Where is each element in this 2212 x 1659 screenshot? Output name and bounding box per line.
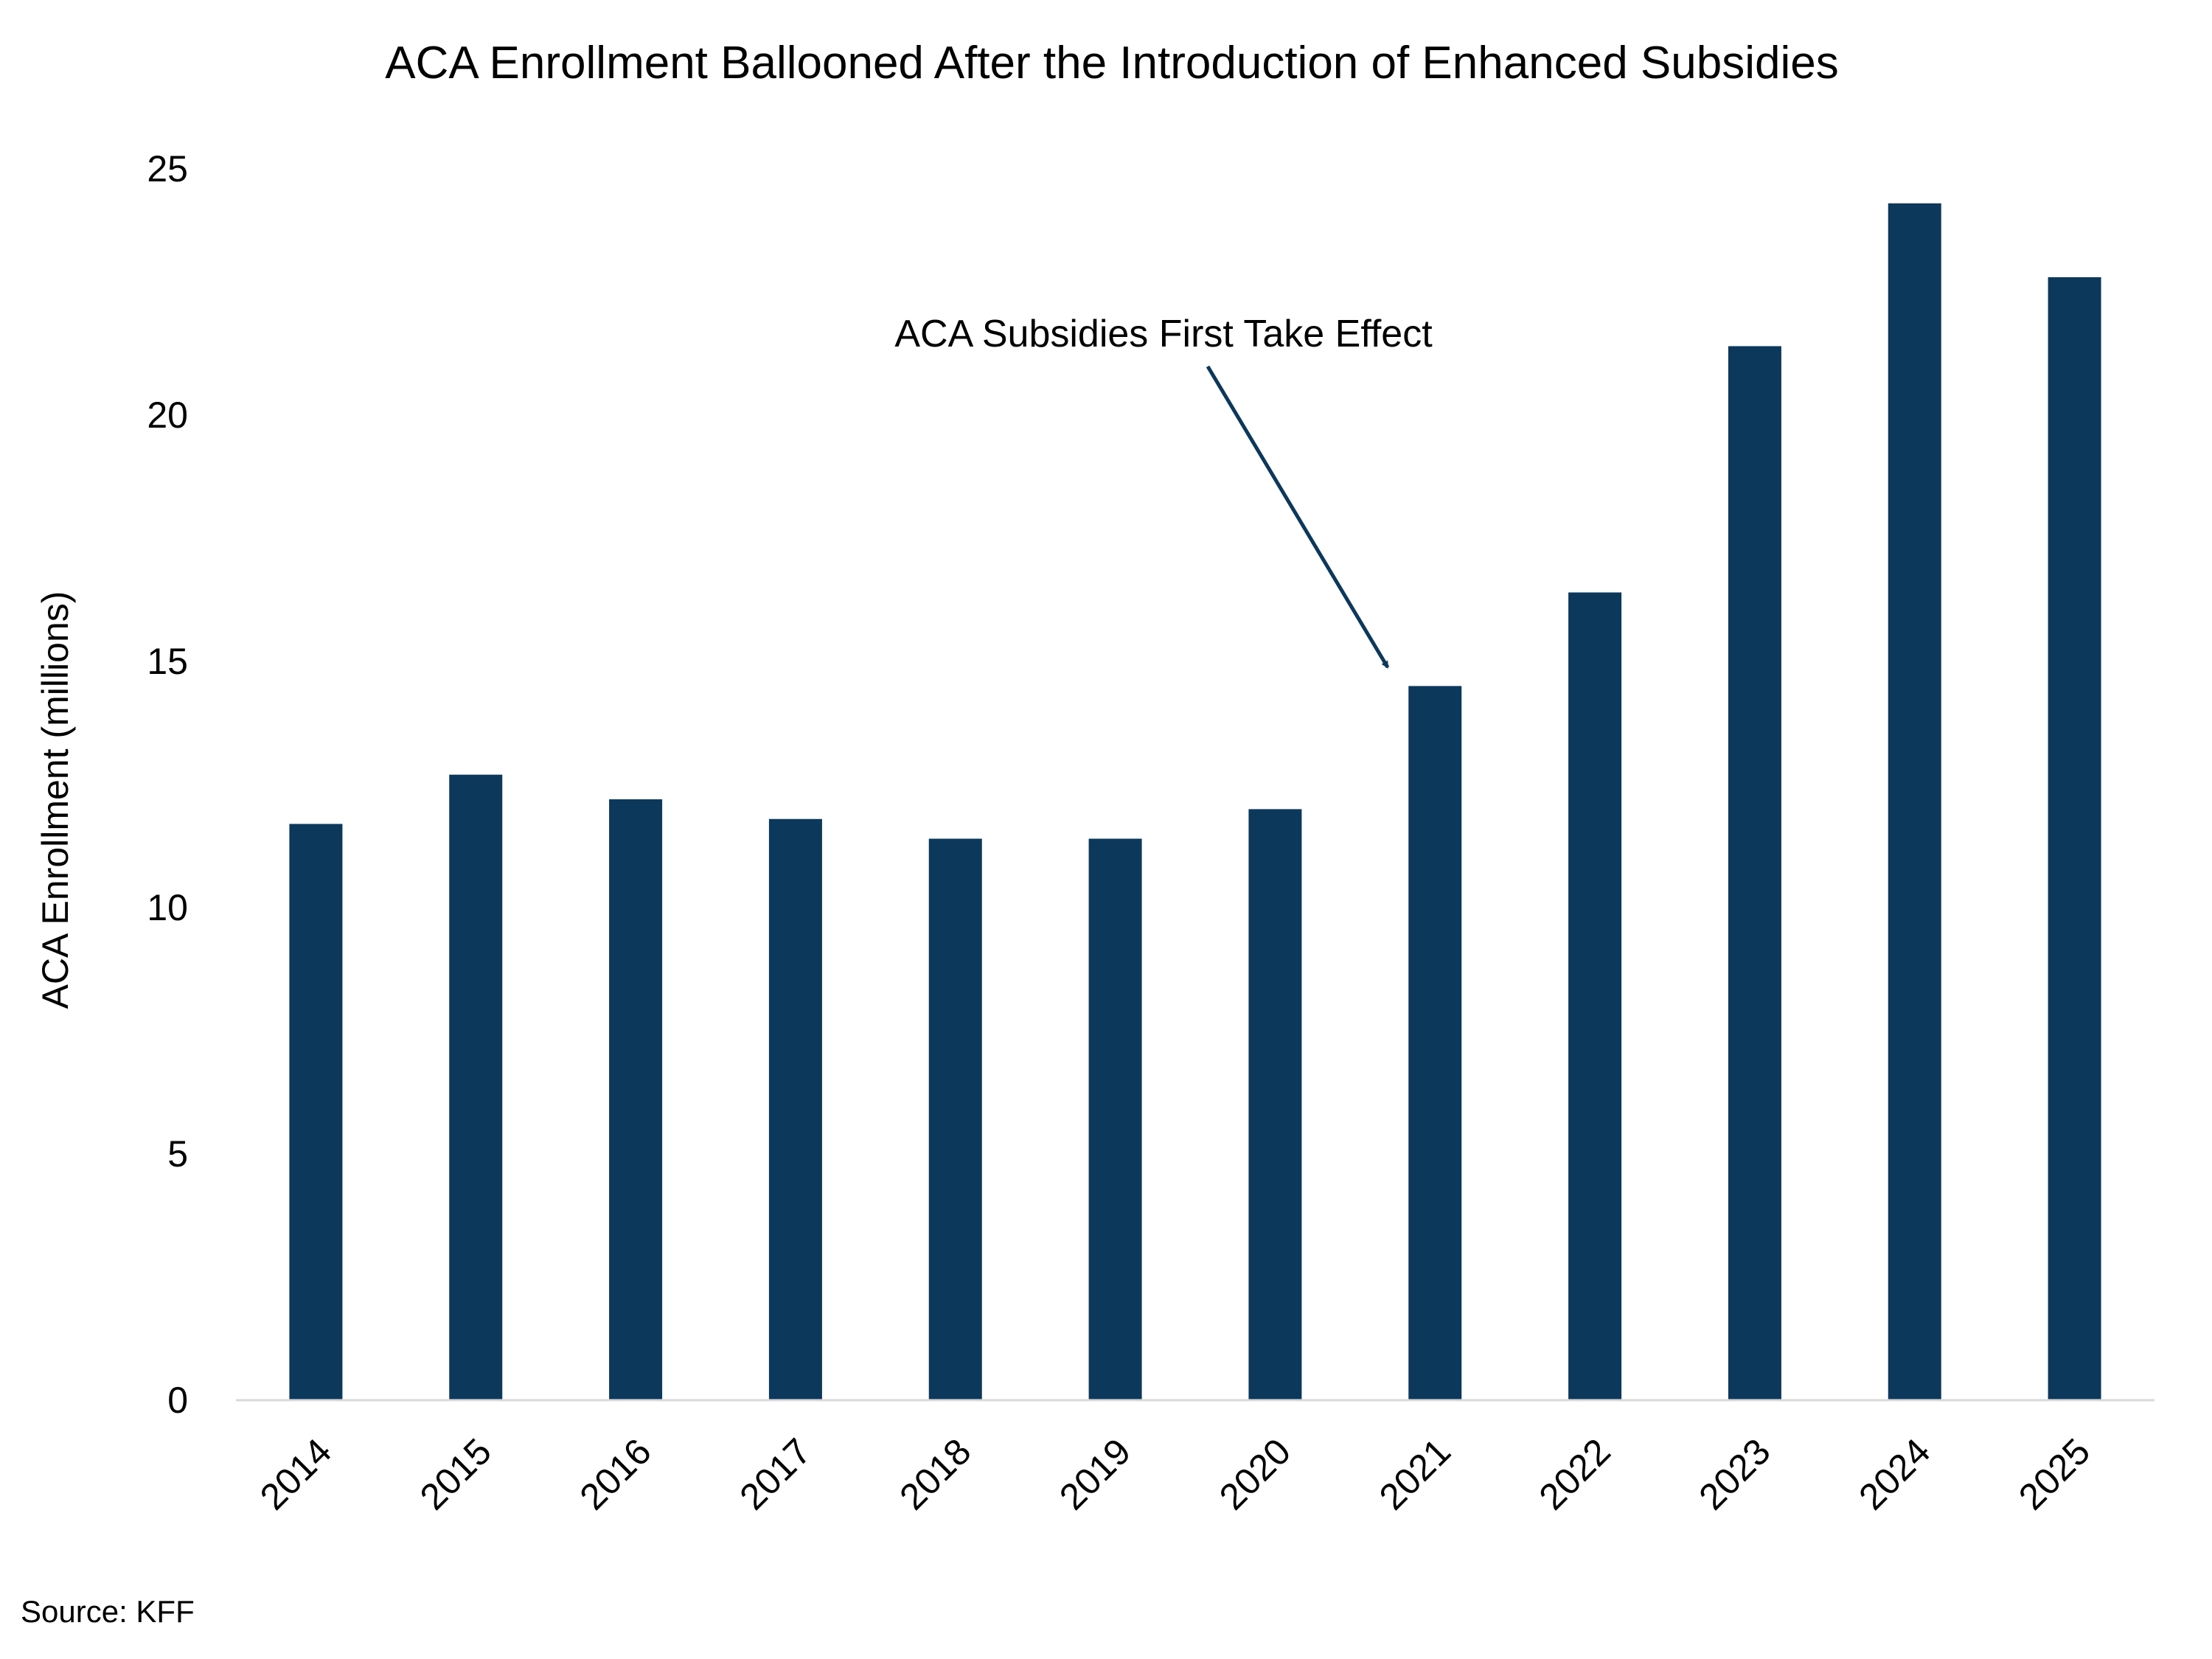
bar-2025 <box>2048 276 2101 1401</box>
bar-2023 <box>1728 346 1781 1401</box>
annotation-arrow <box>1206 365 1390 669</box>
bar-2017 <box>768 818 822 1400</box>
y-tick-label: 0 <box>167 1380 188 1421</box>
bar-2016 <box>609 799 663 1400</box>
y-axis-ticks: 0 5 10 15 20 25 <box>147 148 188 1421</box>
y-tick-label: 5 <box>167 1133 188 1175</box>
y-tick-label: 10 <box>147 887 188 928</box>
annotation: ACA Subsidies First Take Effect <box>894 313 1433 669</box>
x-tick-label: 2020 <box>1211 1430 1298 1517</box>
x-tick-label: 2019 <box>1051 1430 1138 1517</box>
x-axis-ticks: 2014 2015 2016 2017 2018 2019 2020 2021 2022 2023… <box>252 1430 2098 1517</box>
x-tick-label: 2018 <box>891 1430 978 1517</box>
bar-2020 <box>1248 809 1302 1400</box>
x-tick-label: 2023 <box>1691 1430 1778 1517</box>
y-tick-label: 20 <box>147 394 188 436</box>
y-tick-label: 15 <box>147 641 188 682</box>
annotation-text: ACA Subsidies First Take Effect <box>894 313 1433 355</box>
x-tick-label: 2025 <box>2011 1430 2098 1517</box>
chart-title: ACA Enrollment Ballooned After the Intro… <box>385 38 1838 88</box>
bar-2021 <box>1408 686 1462 1400</box>
bar-2022 <box>1568 592 1622 1400</box>
x-tick-label: 2024 <box>1851 1430 1938 1517</box>
y-tick-label: 25 <box>147 148 188 189</box>
x-tick-label: 2016 <box>572 1430 659 1517</box>
bar-2024 <box>1888 203 1941 1400</box>
y-axis-label: ACA Enrollment (millions) <box>35 591 76 1009</box>
source-note: Source: KFF <box>21 1594 195 1629</box>
bar-2019 <box>1088 838 1142 1400</box>
bars <box>289 203 2101 1401</box>
x-tick-label: 2017 <box>731 1430 818 1517</box>
x-tick-label: 2021 <box>1371 1430 1458 1517</box>
bar-2018 <box>928 838 982 1400</box>
bar-2014 <box>289 824 343 1400</box>
x-tick-label: 2014 <box>252 1430 339 1517</box>
bar-2015 <box>449 774 503 1400</box>
x-tick-label: 2022 <box>1531 1430 1618 1517</box>
x-tick-label: 2015 <box>412 1430 499 1517</box>
